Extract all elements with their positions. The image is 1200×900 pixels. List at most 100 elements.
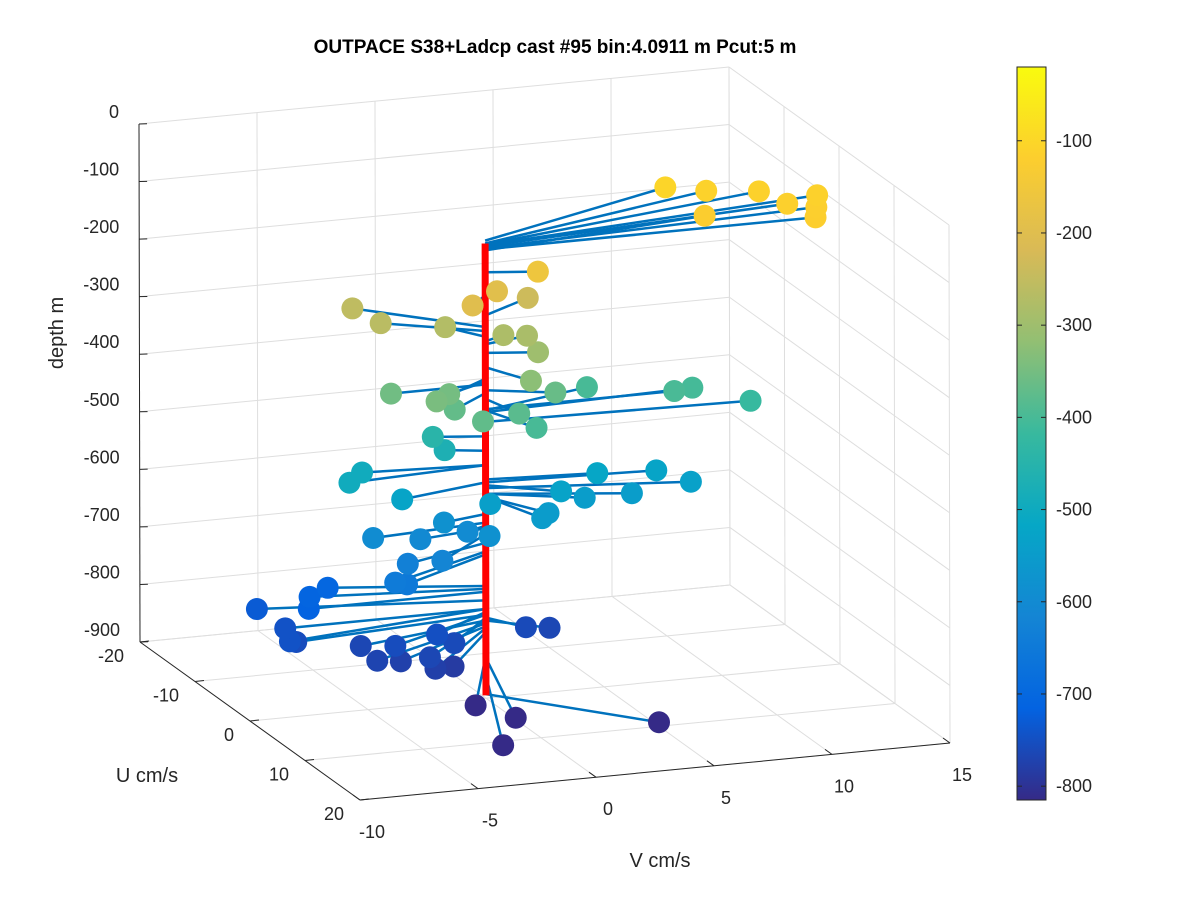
data-point [573, 486, 596, 509]
velocity-vector [349, 463, 486, 484]
grid-line [729, 469, 951, 629]
z-tick-label: -500 [84, 390, 120, 410]
velocity-vector [401, 481, 486, 501]
data-point [461, 294, 484, 317]
data-point [508, 402, 531, 425]
colorbar-ticks: -100 -200 -300 -400 -500 -600 -700 -800 [1017, 131, 1092, 796]
grid-line [728, 181, 950, 341]
v-tick-mark [706, 760, 715, 767]
data-point [537, 502, 560, 525]
data-point [479, 492, 502, 515]
v-tick-mark [470, 783, 479, 790]
grid-line [729, 527, 951, 686]
data-point [486, 280, 509, 303]
z-tick-labels: 0 -100 -200 -300 -400 -500 -600 -700 -800 -900 [83, 102, 120, 640]
data-point [418, 646, 441, 669]
z-tick-label: -300 [83, 275, 119, 295]
velocity-vector [484, 186, 666, 242]
data-point [456, 520, 479, 543]
velocity-vector [485, 216, 816, 251]
data-point [384, 634, 407, 657]
u-tick-label: 10 [269, 765, 289, 785]
grid-line [249, 663, 841, 722]
grid-line [256, 112, 259, 631]
grid-line [893, 185, 896, 704]
u-tick-mark [359, 798, 370, 801]
data-point [472, 410, 495, 433]
data-point [575, 376, 598, 399]
data-point [806, 184, 829, 207]
axes-frame [138, 123, 951, 801]
grid-line [139, 239, 730, 298]
z-tick-label: 0 [109, 102, 119, 122]
data-point [516, 286, 539, 309]
data-point [274, 617, 297, 640]
v-tick-label: -10 [359, 822, 385, 842]
grid-line [194, 624, 786, 682]
grid-line [138, 66, 730, 125]
colorbar-tick-label: -200 [1056, 223, 1092, 243]
data-point [663, 380, 686, 403]
u-tick-mark [249, 719, 260, 722]
colorbar [1016, 66, 1047, 801]
grid-line [948, 224, 951, 744]
data-point [586, 462, 609, 485]
velocity-vector [484, 214, 705, 252]
colorbar-tick-label: -400 [1056, 407, 1092, 427]
u-tick-label: 0 [224, 725, 234, 745]
data-point [538, 616, 561, 639]
grid-line [729, 239, 950, 399]
velocity-vector [352, 307, 486, 329]
velocity-vector [485, 692, 660, 724]
colorbar-tick-label: -300 [1056, 315, 1092, 335]
grid-line [728, 66, 950, 226]
data-point [739, 389, 762, 412]
grid-line [728, 66, 731, 586]
grid-line [728, 124, 950, 283]
data-point [442, 655, 465, 678]
v-tick-mark [352, 794, 361, 801]
colorbar-tick-label: -500 [1056, 500, 1092, 520]
colorbar-tick-label: -600 [1056, 592, 1092, 612]
z-axis-label: depth m [46, 297, 68, 369]
velocity-vector [380, 321, 486, 333]
grid-line [139, 469, 730, 528]
velocity-vector [484, 202, 788, 248]
data-point [514, 616, 537, 639]
data-point [396, 552, 419, 575]
data-points [245, 176, 829, 757]
colorbar-tick-label: -100 [1056, 131, 1092, 151]
z-tick-label: -100 [83, 160, 119, 180]
z-tick-label: -800 [84, 562, 120, 582]
chart-title: OUTPACE S38+Ladcp cast #95 bin:4.0911 m … [314, 37, 797, 58]
data-point [550, 480, 573, 503]
grid-line [838, 145, 841, 665]
data-point [478, 525, 501, 548]
data-point [504, 706, 527, 729]
data-point [245, 598, 268, 621]
data-point [527, 341, 550, 364]
velocity-vector [485, 480, 691, 490]
grid-line [139, 181, 730, 240]
data-point [366, 649, 389, 672]
z-tick-label: -200 [83, 217, 119, 237]
u-tick-mark [139, 640, 150, 643]
v-tick-mark [824, 748, 833, 755]
data-point [421, 425, 444, 448]
data-point [369, 312, 392, 335]
data-point [492, 734, 515, 757]
data-point [384, 571, 407, 594]
profile-line-group [481, 243, 490, 696]
z-tick-label: -600 [84, 447, 120, 467]
velocity-vector [485, 483, 562, 493]
data-point [645, 459, 668, 482]
velocity-vector [296, 613, 487, 644]
v-axis-line [359, 742, 951, 801]
v-tick-label: 0 [603, 799, 613, 819]
u-tick-label: -20 [98, 646, 124, 666]
data-point [426, 623, 449, 646]
data-point [316, 576, 339, 599]
v-tick-mark [942, 737, 951, 744]
